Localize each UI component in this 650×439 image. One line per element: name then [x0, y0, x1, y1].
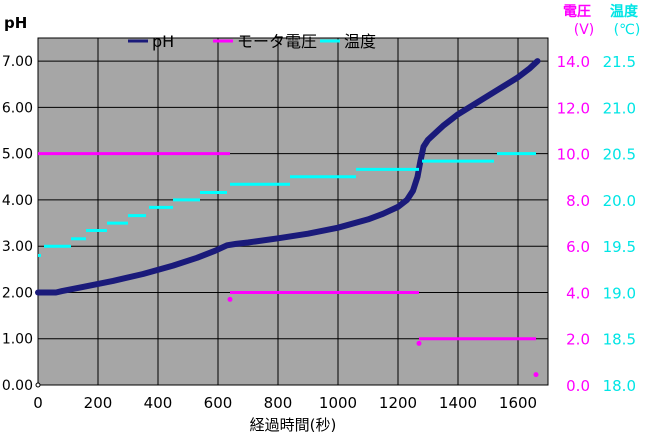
- voltage-point: [533, 372, 539, 378]
- ph-point: [336, 226, 340, 230]
- ph-point: [405, 198, 409, 202]
- ph-point: [213, 249, 217, 253]
- y-temp-tick-label: 20.5: [603, 146, 636, 164]
- y-voltage-tick-label: 12.0: [557, 99, 590, 117]
- x-tick-label: 0: [33, 394, 43, 412]
- x-tick-label: 800: [264, 394, 293, 412]
- y-temp-tick-label: 21.0: [603, 99, 636, 117]
- ph-point: [441, 124, 445, 128]
- y-temp-tick-label: 18.5: [603, 331, 636, 349]
- ph-point: [225, 243, 229, 247]
- ph-point: [419, 159, 422, 163]
- ph-point: [234, 242, 238, 246]
- x-tick-label: 200: [84, 394, 113, 412]
- ph-point: [422, 145, 425, 149]
- ph-point: [381, 212, 385, 216]
- y-voltage-tick-label: 2.0: [566, 331, 590, 349]
- ph-point: [486, 94, 490, 98]
- y-voltage-tick-label: 10.0: [557, 146, 590, 164]
- ph-point: [536, 59, 539, 63]
- voltage-point: [416, 340, 422, 346]
- y-left-tick-label: 0.00: [2, 378, 33, 394]
- y-voltage-axis-label: 電圧: [563, 3, 591, 20]
- ph-point: [306, 232, 310, 236]
- voltage-point: [227, 296, 233, 302]
- y-voltage-tick-label: 14.0: [557, 53, 590, 71]
- ph-point: [171, 264, 175, 268]
- y-temp-tick-label: 19.0: [603, 284, 636, 302]
- y-left-tick-label: 3.00: [2, 239, 33, 255]
- x-tick-label: 1200: [379, 394, 417, 412]
- y-temp-axis-unit: (℃): [614, 22, 641, 38]
- y-left-tick-label: 5.00: [2, 147, 33, 163]
- ph-point: [528, 66, 532, 70]
- plot-area: [38, 38, 548, 385]
- y-left-tick-label: 1.00: [2, 332, 33, 348]
- legend-label: モータ電圧: [237, 32, 317, 51]
- ph-point: [60, 289, 64, 293]
- ph-point: [501, 85, 505, 89]
- y-voltage-tick-label: 0.0: [566, 377, 590, 395]
- ph-point: [426, 138, 430, 142]
- ph-point: [81, 285, 85, 289]
- x-tick-label: 400: [144, 394, 173, 412]
- ph-point: [471, 103, 475, 107]
- ph-point: [246, 240, 250, 244]
- legend-label: pH: [152, 32, 174, 51]
- x-tick-label: 1000: [319, 394, 357, 412]
- y-voltage-axis-unit: (V): [574, 22, 595, 38]
- x-tick-label: 1400: [439, 394, 477, 412]
- ph-point: [54, 290, 58, 294]
- ph-point: [516, 75, 520, 79]
- x-axis-label: 経過時間(秒): [250, 416, 337, 434]
- x-tick-label: 600: [204, 394, 233, 412]
- y-temp-tick-label: 18.0: [603, 377, 636, 395]
- ph-point: [36, 290, 40, 294]
- ph-point: [416, 175, 419, 179]
- y-left-tick-label: 6.00: [2, 100, 33, 116]
- ph-point: [366, 217, 370, 221]
- origin-marker: [35, 382, 41, 388]
- legend-label: 温度: [344, 32, 376, 51]
- ph-curve: [35, 58, 541, 296]
- x-tick-label: 1600: [499, 394, 537, 412]
- plot-border: [37, 37, 549, 386]
- y-temp-axis-label: 温度: [610, 3, 639, 20]
- y-voltage-tick-label: 4.0: [566, 284, 590, 302]
- ph-point: [111, 279, 115, 283]
- y-temp-tick-label: 19.5: [603, 238, 636, 256]
- y-left-axis-label: pH: [4, 14, 27, 32]
- y-left-tick-label: 7.00: [2, 54, 33, 70]
- ph-point: [276, 236, 280, 240]
- ph-point: [411, 189, 415, 193]
- ph-point: [141, 272, 145, 276]
- y-voltage-tick-label: 8.0: [566, 192, 590, 210]
- ph-point: [456, 112, 460, 116]
- y-temp-tick-label: 20.0: [603, 192, 636, 210]
- ph-point: [195, 256, 199, 260]
- y-left-tick-label: 2.00: [2, 285, 33, 301]
- y-temp-tick-label: 21.5: [603, 53, 636, 71]
- y-voltage-tick-label: 6.0: [566, 238, 590, 256]
- ph-point: [396, 205, 400, 209]
- y-left-tick-label: 4.00: [2, 193, 33, 209]
